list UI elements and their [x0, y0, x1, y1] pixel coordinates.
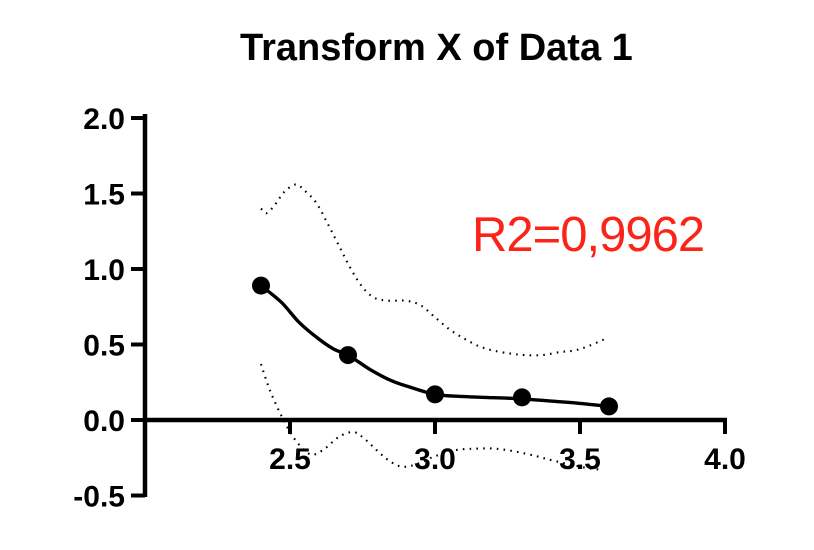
- data-point: [252, 276, 270, 295]
- x-tick-label: 3.5: [559, 443, 601, 476]
- x-tick-label: 4.0: [704, 443, 746, 476]
- y-tick-label: 1.5: [83, 179, 125, 212]
- data-point: [600, 397, 618, 416]
- y-tick-label: -0.5: [73, 481, 125, 514]
- data-point: [426, 385, 444, 404]
- y-tick-label: 2.0: [83, 103, 125, 136]
- fit-curve: [259, 283, 611, 409]
- x-tick-label: 2.5: [269, 443, 311, 476]
- y-tick-label: 0.5: [83, 330, 125, 363]
- data-point: [339, 346, 357, 365]
- data-point: [513, 388, 531, 407]
- chart-title: Transform X of Data 1: [240, 27, 633, 69]
- x-tick-label: 3.0: [414, 443, 456, 476]
- y-tick-label: 1.0: [83, 254, 125, 287]
- r2-annotation: R2=0,9962: [472, 208, 705, 262]
- y-tick-label: 0.0: [83, 405, 125, 438]
- confidence-band-upper: [260, 183, 607, 357]
- confidence-band-lower: [260, 363, 604, 471]
